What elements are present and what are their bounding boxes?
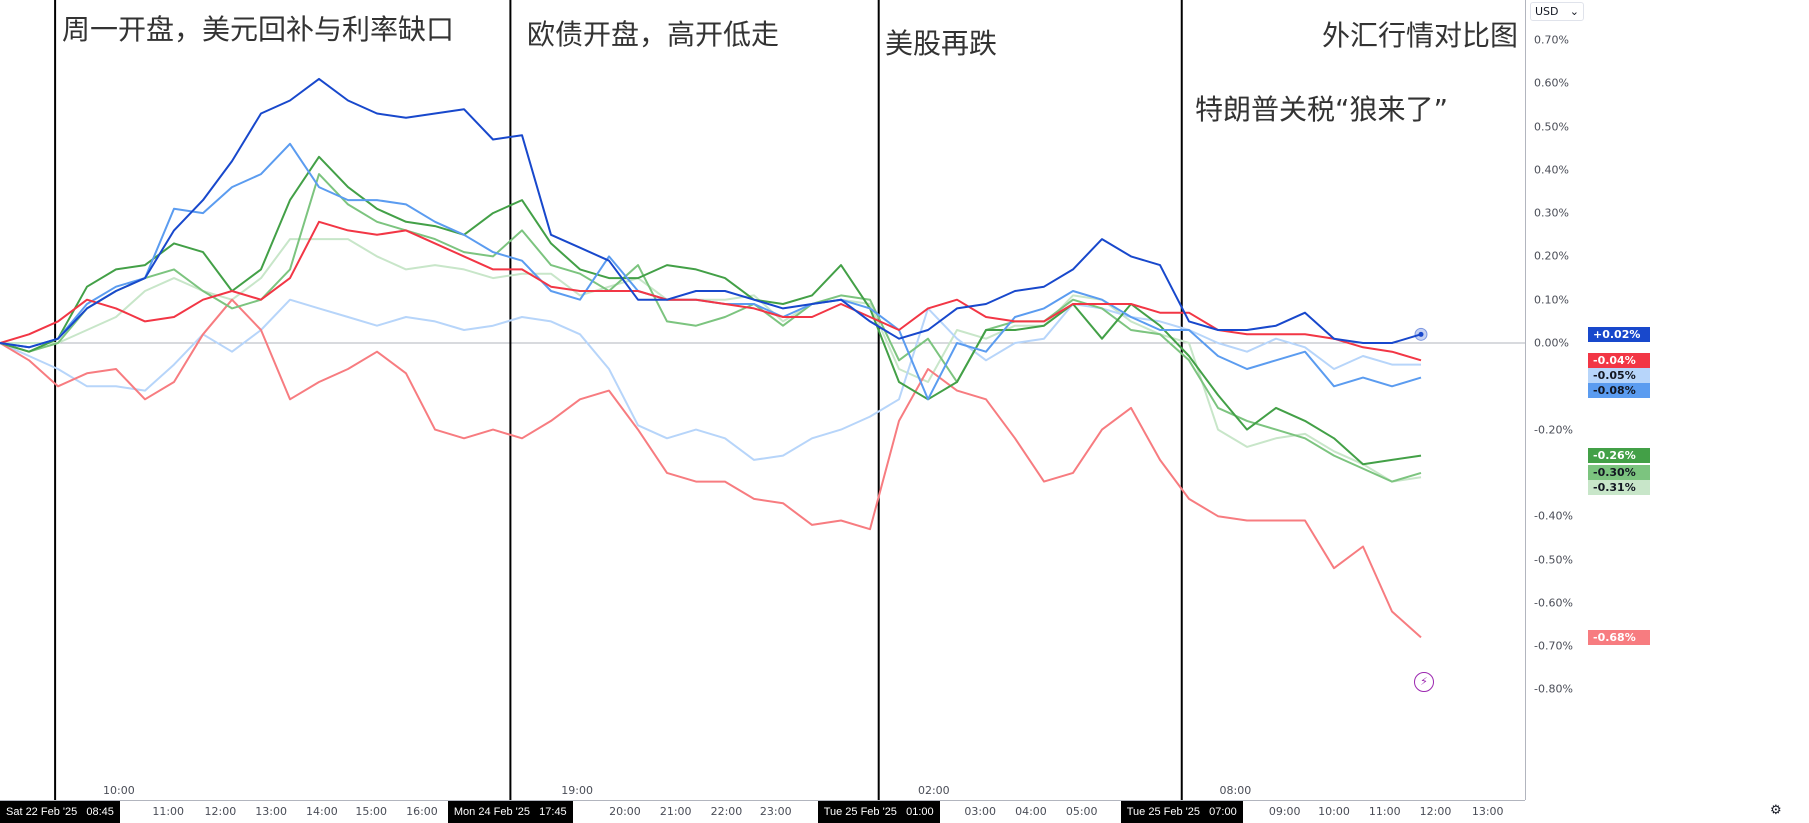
- chevron-down-icon: ⌄: [1569, 5, 1579, 18]
- last-value-label: -0.04%: [1588, 352, 1650, 368]
- x-tick-label: 22:00: [710, 805, 743, 818]
- currency-label: USD: [1535, 5, 1559, 18]
- x-tick-label: 16:00: [406, 805, 438, 818]
- x-tick-label: 20:00: [609, 805, 641, 818]
- x-tick-label: 13:00: [1471, 805, 1504, 818]
- y-tick-label: -0.80%: [1534, 682, 1573, 696]
- x-tick-label: 03:00: [964, 805, 997, 818]
- y-tick-label: 0.10%: [1534, 293, 1569, 307]
- x-tick-label: 19:00: [561, 784, 593, 797]
- y-tick-label: -0.70%: [1534, 639, 1573, 653]
- series-dark-green-line[interactable]: [0, 155, 1422, 466]
- lightning-icon[interactable]: ⚡: [1414, 672, 1434, 692]
- last-value-label: -0.26%: [1588, 448, 1650, 464]
- last-value-label: -0.68%: [1588, 629, 1650, 645]
- x-tick-label: 04:00: [1015, 805, 1047, 818]
- annotation-us-stocks-fall: 美股再跌: [885, 27, 998, 60]
- annotation-trump-tariff: 特朗普关税“狼来了”: [1195, 93, 1449, 126]
- last-value-label: -0.05%: [1588, 367, 1650, 383]
- x-tick-label: 10:00: [1318, 805, 1350, 818]
- last-value-label: -0.08%: [1588, 382, 1650, 398]
- price-scale[interactable]: 0.70% 0.60% 0.50% 0.40% 0.30% 0.20% 0.10% 0.00%…: [1525, 0, 1809, 800]
- last-value-label: +0.02%: [1588, 326, 1650, 342]
- last-value-label: -0.30%: [1588, 465, 1650, 481]
- time-marker-label: Sat 22 Feb '25 08:45: [0, 801, 120, 823]
- x-tick-label: 21:00: [659, 805, 692, 818]
- x-tick-label: 12:00: [1419, 805, 1452, 818]
- series-mid-blue-line[interactable]: [0, 142, 1422, 401]
- y-tick-label: 0.30%: [1534, 206, 1569, 220]
- x-tick-label: 23:00: [759, 805, 792, 818]
- annotation-euro-bond-open: 欧债开盘，高开低走: [527, 18, 780, 51]
- y-tick-label: -0.40%: [1534, 509, 1573, 523]
- last-value-label: -0.31%: [1588, 480, 1650, 496]
- series-pink-line[interactable]: [0, 298, 1422, 639]
- x-tick-label: 05:00: [1065, 805, 1098, 818]
- y-tick-label: -0.20%: [1534, 423, 1573, 437]
- x-tick-label: 09:00: [1268, 805, 1301, 818]
- y-tick-label: 0.60%: [1534, 76, 1569, 90]
- x-tick-label: 02:00: [917, 784, 950, 797]
- chart-plot-area[interactable]: [0, 0, 1525, 800]
- y-tick-label: 0.20%: [1534, 249, 1569, 263]
- x-tick-label: 11:00: [152, 805, 185, 818]
- series-light-green-line[interactable]: [0, 238, 1422, 483]
- chart-title: 外汇行情对比图: [1322, 19, 1519, 52]
- time-marker-label: Tue 25 Feb '25 01:00: [817, 801, 940, 823]
- time-marker-label: Mon 24 Feb '25 17:45: [447, 801, 573, 823]
- x-tick-label: 15:00: [355, 805, 388, 818]
- series-dark-blue-line[interactable]: [0, 77, 1422, 349]
- annotation-monday-open: 周一开盘，美元回补与利率缺口: [62, 13, 455, 46]
- x-tick-label: 08:00: [1219, 784, 1252, 797]
- y-tick-label: 0.70%: [1534, 33, 1569, 47]
- time-marker-label: Tue 25 Feb '25 07:00: [1120, 801, 1243, 823]
- currency-selector[interactable]: USD ⌄: [1530, 2, 1584, 21]
- x-tick-label: 12:00: [204, 805, 237, 818]
- settings-icon[interactable]: ⚙: [1770, 803, 1782, 818]
- y-tick-label: -0.60%: [1534, 596, 1573, 610]
- y-tick-label: -0.50%: [1534, 553, 1573, 566]
- x-tick-label: 11:00: [1368, 805, 1401, 818]
- x-tick-label: 13:00: [255, 805, 287, 818]
- series-light-blue-line[interactable]: [0, 298, 1421, 461]
- x-tick-label: 14:00: [306, 805, 338, 818]
- x-tick-label: 10:00: [103, 784, 135, 797]
- series-mid-green-line[interactable]: [0, 173, 1422, 483]
- y-tick-label: 0.00%: [1534, 336, 1569, 350]
- y-tick-label: 0.50%: [1534, 120, 1569, 133]
- last-point-dot: [1418, 331, 1424, 337]
- y-tick-label: 0.40%: [1534, 163, 1569, 177]
- time-scale[interactable]: Sat 22 Feb '25 08:45 Mon 24 Feb '25 17:45…: [0, 784, 1525, 823]
